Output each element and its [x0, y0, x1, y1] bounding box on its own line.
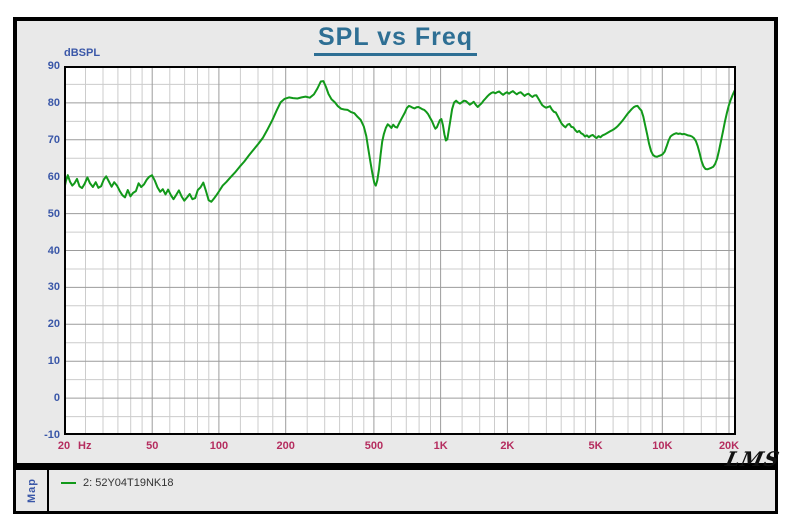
chart-panel: SPL vs Freq dBSPL LMS 90 80 70 60 50 40 30 20 10…	[13, 17, 782, 471]
y-tick-label: 60	[47, 170, 60, 183]
x-tick-label: 1K	[433, 440, 448, 452]
y-tick-label: 10	[47, 355, 60, 368]
y-tick-label: 70	[47, 133, 60, 146]
y-tick-label: 50	[47, 207, 60, 220]
y-tick-label: 30	[47, 281, 60, 294]
y-axis-label: dBSPL	[64, 47, 101, 59]
plot-area: LMS	[64, 66, 782, 471]
chart-title: SPL vs Freq	[17, 23, 774, 56]
x-tick-label: 100	[209, 440, 229, 452]
x-tick-label: 20	[57, 440, 71, 452]
x-tick-label: 10K	[652, 440, 673, 452]
legend-entry[interactable]: 2: 52Y04T19NK18	[61, 477, 174, 489]
x-axis-unit: Hz	[78, 440, 92, 452]
x-tick-label: 50	[146, 440, 159, 452]
y-tick-label: 0	[53, 392, 60, 405]
series-label: 2: 52Y04T19NK18	[83, 477, 174, 489]
y-tick-label: -10	[44, 429, 60, 441]
y-tick-label: 40	[47, 244, 60, 257]
x-tick-label: 2K	[500, 440, 515, 452]
chart-title-text: SPL vs Freq	[313, 23, 478, 56]
map-tab-label: Map	[25, 478, 38, 503]
spl-vs-freq-plot	[64, 66, 736, 435]
x-tick-label: 200	[276, 440, 295, 452]
legend-panel: Map 2: 52Y04T19NK18	[13, 467, 778, 514]
x-tick-label: 20K	[718, 440, 740, 452]
x-tick-label: 500	[364, 440, 384, 452]
spl-trace	[64, 80, 736, 203]
map-tab[interactable]: Map	[16, 470, 49, 511]
y-tick-label: 90	[47, 60, 60, 72]
y-tick-label: 80	[47, 96, 60, 109]
series-color-swatch	[61, 482, 76, 484]
x-tick-label: 5K	[588, 440, 603, 452]
y-tick-label: 20	[47, 318, 60, 331]
